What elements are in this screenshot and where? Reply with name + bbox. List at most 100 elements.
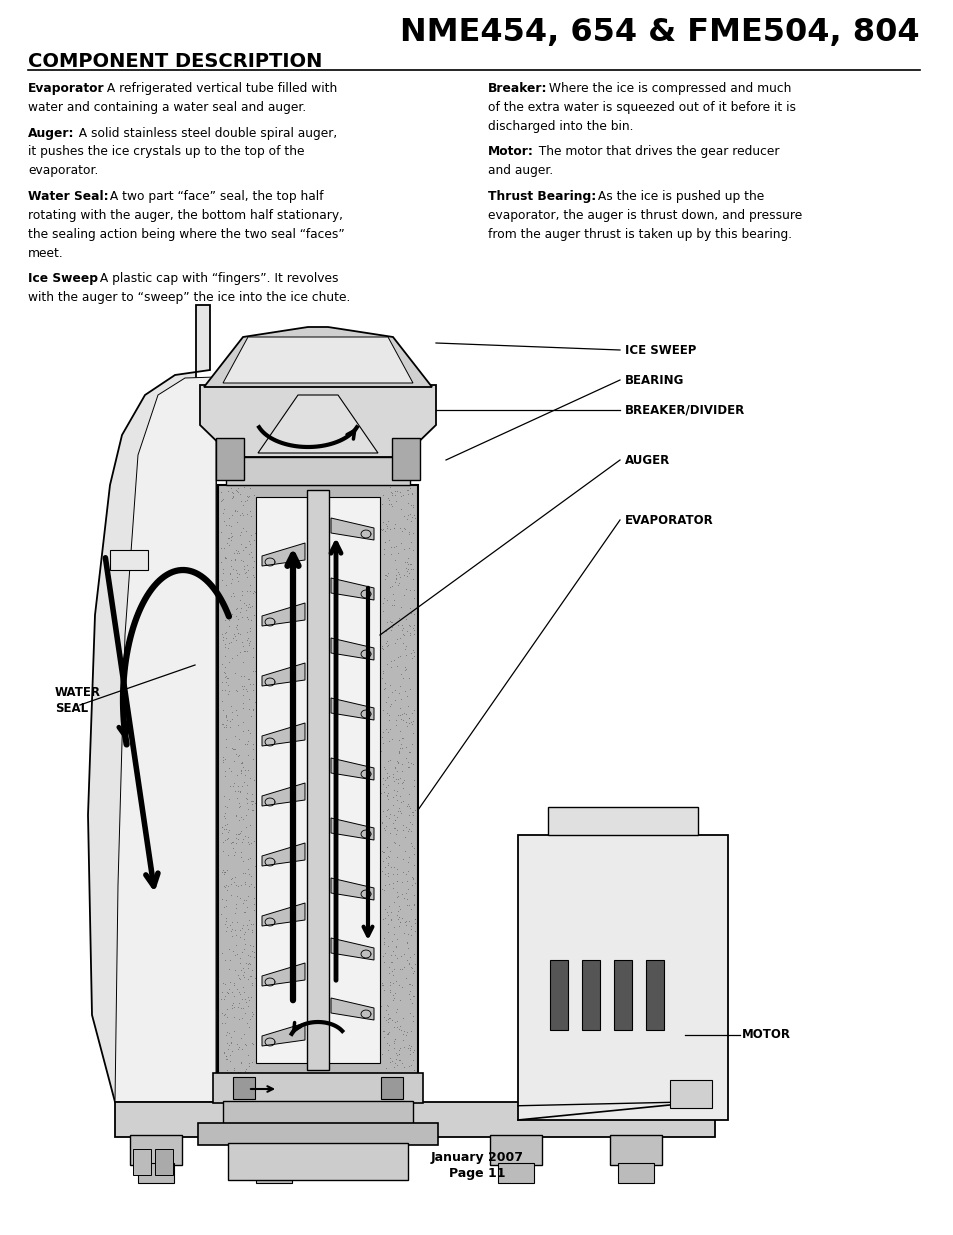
Point [236,939,252,958]
Point [224,874,239,894]
Point [224,995,239,1015]
Point [219,534,234,553]
Point [217,657,233,677]
Point [239,630,254,650]
Point [241,635,256,655]
Point [392,1016,407,1036]
Point [394,1053,409,1073]
Polygon shape [223,337,413,383]
Bar [130,1135,182,1165]
Point [223,527,238,547]
Point [220,529,235,548]
Point [383,952,398,972]
Point [399,794,415,814]
Point [401,708,416,727]
Point [375,663,390,683]
Point [386,1057,401,1077]
Point [376,782,392,802]
Point [239,487,254,506]
Point [243,610,258,630]
Point [400,505,416,525]
Point [397,737,413,757]
Point [243,987,258,1007]
Point [224,482,239,501]
Polygon shape [331,758,374,781]
Point [377,514,393,534]
Point [390,751,405,771]
Point [379,1040,395,1060]
Point [398,659,414,679]
Point [237,761,253,781]
Point [375,700,391,720]
Point [229,1035,244,1055]
Point [375,774,390,794]
Point [380,1011,395,1031]
Point [391,1040,406,1060]
Point [224,585,239,605]
Point [244,974,259,994]
Point [230,622,245,642]
Point [376,927,392,947]
Point [389,657,404,677]
Point [231,965,246,984]
Point [374,636,389,656]
Point [235,829,251,848]
Polygon shape [331,698,374,720]
Point [232,624,247,643]
Point [232,745,247,764]
Point [233,551,249,571]
Point [216,806,232,826]
Point [219,710,234,730]
Point [227,867,242,887]
Point [236,982,252,1002]
Point [375,973,390,993]
Point [392,721,407,741]
Point [393,705,408,725]
Point [233,752,249,772]
Point [387,1029,402,1049]
Point [218,672,233,692]
Point [406,837,421,857]
Point [242,966,257,986]
Point [390,820,405,840]
Point [233,761,249,781]
Point [386,1031,401,1051]
Point [401,805,416,825]
Point [225,837,240,857]
Bar [228,1144,408,1179]
Point [216,1013,232,1032]
Bar [547,806,698,835]
Point [236,537,252,557]
Point [231,542,246,562]
Point [389,789,404,809]
Point [244,506,259,526]
Point [382,674,397,694]
Point [226,845,241,864]
Point [217,634,233,653]
Point [388,937,403,957]
Point [401,895,416,915]
Point [391,916,406,936]
Point [390,542,405,562]
Point [236,478,252,498]
Point [230,568,245,588]
Point [392,768,407,788]
Point [397,1025,413,1045]
Point [228,618,243,637]
Point [395,815,411,835]
Point [229,559,244,579]
Point [233,505,248,525]
Point [386,918,401,937]
Point [216,877,232,897]
Point [376,857,392,877]
Point [381,1008,396,1028]
Point [377,777,393,797]
Point [378,693,394,713]
Point [398,932,414,952]
Point [405,1050,420,1070]
Point [399,494,415,514]
Point [379,799,395,819]
Point [247,582,262,601]
Point [215,700,231,720]
Point [389,781,404,800]
